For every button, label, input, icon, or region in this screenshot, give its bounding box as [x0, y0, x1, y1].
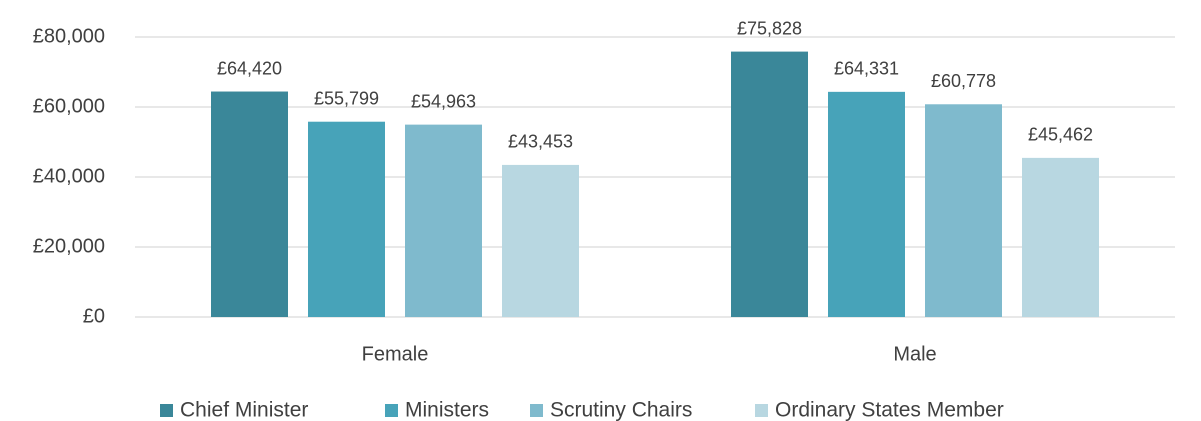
bar [925, 104, 1002, 317]
legend-swatch [530, 404, 543, 417]
bar [731, 51, 808, 318]
value-label: £64,420 [217, 58, 282, 78]
value-label: £64,331 [834, 59, 899, 79]
legend-swatch [755, 404, 768, 417]
value-label: £43,453 [508, 132, 573, 152]
bar [828, 91, 905, 318]
y-tick-label: £20,000 [33, 235, 105, 257]
value-label: £45,462 [1028, 125, 1093, 145]
legend-label: Ordinary States Member [775, 399, 1004, 421]
bar [308, 121, 385, 318]
legend-label: Ministers [405, 399, 489, 421]
y-tick-label: £60,000 [33, 95, 105, 117]
y-tick-label: £80,000 [33, 25, 105, 47]
bar [405, 124, 482, 317]
legend-swatch [385, 404, 398, 417]
y-tick-label: £0 [83, 305, 105, 327]
x-tick-label: Female [362, 343, 429, 365]
legend-label: Scrutiny Chairs [550, 399, 692, 421]
value-label: £75,828 [737, 18, 802, 38]
value-label: £55,799 [314, 88, 379, 108]
legend-swatch [160, 404, 173, 417]
value-label: £54,963 [411, 91, 476, 111]
value-label: £60,778 [931, 71, 996, 91]
bar [502, 164, 579, 317]
x-tick-label: Male [893, 343, 936, 365]
bar [211, 91, 288, 317]
bar [1022, 157, 1099, 317]
legend-label: Chief Minister [180, 399, 308, 421]
y-tick-label: £40,000 [33, 165, 105, 187]
